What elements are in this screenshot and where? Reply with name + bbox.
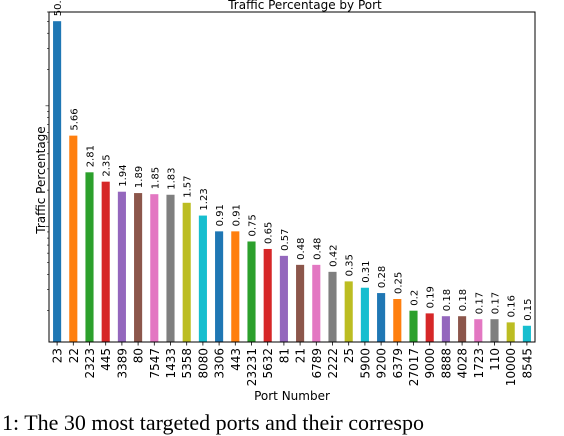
x-tick-label-port-1433: 1433: [164, 348, 178, 379]
data-label-port-22: 5.66: [69, 108, 80, 130]
x-tick-label-port-10000: 10000: [504, 348, 518, 386]
bar-chart: Traffic Percentage by Port 23 22 2323 445 33…: [34, 0, 536, 403]
bar-port-5900: [360, 287, 369, 342]
x-tick-label-port-21: 21: [294, 348, 308, 363]
bar-port-81: [279, 255, 288, 342]
data-label-port-7547: 1.85: [150, 167, 161, 189]
bar-port-8888: [441, 316, 450, 342]
bar-port-110: [490, 319, 499, 342]
data-label-port-8545: 0.15: [523, 298, 534, 320]
data-label-port-6379: 0.25: [393, 272, 404, 294]
data-label-port-9000: 0.19: [426, 286, 437, 308]
x-tick-label-port-81: 81: [277, 348, 291, 363]
data-label-port-8888: 0.18: [442, 289, 453, 311]
bar-port-22: [69, 135, 78, 342]
x-tick-label-port-27017: 27017: [407, 348, 421, 386]
data-label-port-443: 0.91: [231, 204, 242, 226]
bar-port-1723: [474, 319, 483, 342]
data-label-port-445: 2.35: [102, 154, 113, 176]
bar-port-2323: [85, 172, 94, 342]
data-label-port-5900: 0.31: [361, 260, 372, 282]
data-label-port-3389: 1.94: [118, 164, 129, 186]
bar-port-4028: [458, 316, 467, 342]
x-tick-label-port-4028: 4028: [456, 348, 470, 379]
bar-port-10000: [506, 322, 515, 342]
bar-port-1433: [166, 194, 175, 342]
bar-port-6379: [393, 299, 402, 342]
bar-port-443: [231, 231, 240, 342]
x-tick-label-port-5900: 5900: [358, 348, 372, 379]
data-label-port-9200: 0.28: [377, 266, 388, 288]
bar-port-6789: [312, 264, 321, 342]
bar-port-25: [344, 281, 353, 342]
data-label-port-3306: 0.91: [215, 204, 226, 226]
x-tick-label-port-445: 445: [99, 348, 113, 371]
bar-port-5632: [263, 248, 272, 342]
bar-port-21: [296, 264, 305, 342]
data-label-port-110: 0.17: [491, 292, 502, 314]
data-label-port-2323: 2.81: [86, 145, 97, 167]
x-tick-label-port-443: 443: [229, 348, 243, 371]
x-tick-label-port-8888: 8888: [439, 348, 453, 379]
x-tick-label-port-22: 22: [67, 348, 81, 363]
data-label-port-23231: 0.75: [248, 214, 259, 236]
data-label-port-25: 0.35: [345, 254, 356, 276]
data-label-port-2222: 0.42: [329, 245, 340, 267]
data-label-port-6789: 0.48: [312, 238, 323, 260]
x-tick-label-port-9000: 9000: [423, 348, 437, 379]
bar-port-9200: [377, 293, 386, 342]
data-label-port-1433: 1.83: [167, 167, 178, 189]
chart-title: Traffic Percentage by Port: [227, 0, 382, 12]
bar-port-8545: [522, 325, 531, 342]
bar-port-445: [101, 181, 110, 342]
bar-port-23: [53, 21, 62, 342]
data-label-port-1723: 0.17: [474, 292, 485, 314]
data-label-port-27017: 0.2: [410, 290, 421, 306]
data-label-port-5358: 1.57: [183, 176, 194, 198]
bar-port-3306: [215, 231, 224, 342]
bar-port-9000: [425, 313, 434, 342]
data-label-port-4028: 0.18: [458, 289, 469, 311]
x-tick-label-port-5632: 5632: [261, 348, 275, 379]
x-tick-label-port-25: 25: [342, 348, 356, 363]
bar-port-2222: [328, 271, 337, 342]
x-tick-label-port-9200: 9200: [375, 348, 389, 379]
bar-port-8080: [198, 215, 207, 342]
bar-port-7547: [150, 194, 159, 342]
x-tick-label-port-23: 23: [51, 348, 65, 363]
x-tick-label-port-3389: 3389: [115, 348, 129, 379]
bars-group: [53, 21, 531, 342]
data-label-port-5632: 0.65: [264, 222, 275, 244]
x-tick-label-port-1723: 1723: [472, 348, 486, 379]
x-tick-label-port-3306: 3306: [213, 348, 227, 379]
x-axis-label: Port Number: [254, 389, 330, 403]
x-tick-label-port-2323: 2323: [83, 348, 97, 379]
x-tick-label-port-8080: 8080: [196, 348, 210, 379]
y-axis-label: Traffic Percentage: [34, 126, 48, 234]
x-tick-label-port-7547: 7547: [148, 348, 162, 379]
figure-caption: 1: The 30 most targeted ports and their …: [2, 410, 424, 435]
bar-port-5358: [182, 202, 191, 342]
data-labels-group: 50.34 5.66 2.81 2.35 1.94 1.89 1.85 1.83 1.57 1.2…: [53, 0, 534, 321]
x-tick-label-port-6789: 6789: [310, 348, 324, 379]
data-label-port-81: 0.57: [280, 229, 291, 251]
bar-port-80: [134, 193, 143, 342]
x-tick-label-port-110: 110: [488, 348, 502, 371]
bar-port-27017: [409, 310, 418, 342]
bar-port-3389: [117, 191, 126, 342]
x-tick-label-port-2222: 2222: [326, 348, 340, 379]
x-tick-labels-group: 23 22 2323 445 3389 80 7547 1433 5358 8080 3306 443…: [51, 342, 534, 386]
x-tick-label-port-80: 80: [132, 348, 146, 363]
x-tick-label-port-23231: 23231: [245, 348, 259, 386]
x-tick-label-port-5358: 5358: [180, 348, 194, 379]
data-label-port-23: 50.34: [53, 0, 64, 16]
data-label-port-8080: 1.23: [199, 188, 210, 210]
plot-frame: [48, 11, 536, 343]
data-label-port-10000: 0.16: [507, 295, 518, 317]
data-label-port-21: 0.48: [296, 238, 307, 260]
x-tick-label-port-8545: 8545: [520, 348, 534, 379]
x-tick-label-port-6379: 6379: [391, 348, 405, 379]
bar-port-23231: [247, 241, 256, 342]
data-label-port-80: 1.89: [134, 166, 145, 188]
